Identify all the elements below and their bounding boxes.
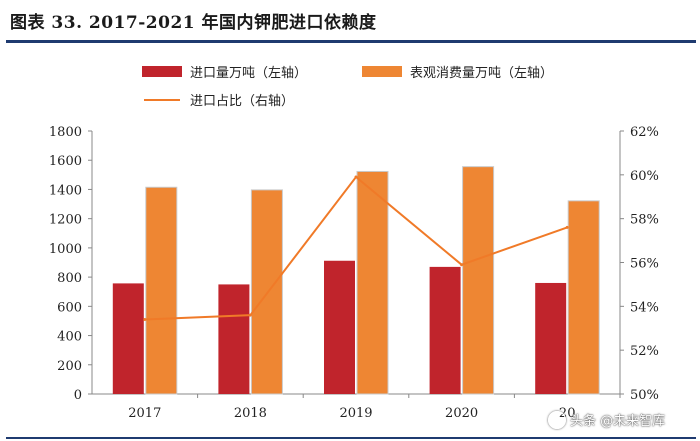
- left-axis-tick-label: 800: [57, 271, 82, 286]
- bar-import-volume-2018: [218, 284, 250, 394]
- right-axis-tick-label: 56%: [630, 257, 659, 272]
- legend-swatch-import-share: [144, 98, 180, 101]
- bar-import-volume-2019: [324, 260, 355, 394]
- legend-swatch-import-volume: [142, 66, 182, 77]
- watermark-logo-icon: [548, 410, 566, 429]
- legend-item-import-share: 进口占比（右轴）: [144, 90, 294, 109]
- x-axis-tick-label: 2019: [339, 406, 372, 421]
- left-axis-tick-label: 0: [74, 388, 82, 403]
- x-axis-tick-label: 2018: [234, 406, 267, 421]
- x-axis-tick-label: 2017: [128, 406, 161, 421]
- point-import-share-2020: [460, 263, 464, 267]
- point-import-share-2018: [248, 313, 252, 317]
- x-axis-tick-label: 2020: [445, 406, 478, 421]
- watermark-text: 头条 @未来智库: [570, 414, 666, 429]
- left-axis-tick-label: 400: [57, 330, 82, 345]
- watermark: 头条 @未来智库: [548, 410, 665, 429]
- page-title: 图表 33. 2017-2021 年国内钾肥进口依赖度: [10, 13, 377, 33]
- bar-import-volume-2020: [429, 266, 461, 394]
- left-axis-tick-label: 200: [57, 359, 82, 374]
- left-axis-tick-label: 600: [57, 300, 82, 315]
- bar-import-volume-2017: [112, 283, 144, 394]
- point-import-share-2021: [565, 225, 569, 229]
- right-axis-tick-label: 50%: [630, 388, 659, 403]
- title-rule: [6, 40, 696, 43]
- right-axis-tick-label: 62%: [630, 125, 659, 140]
- left-axis-tick-label: 1800: [49, 125, 82, 140]
- bar-apparent-consumption-2019: [356, 170, 389, 395]
- legend-item-apparent-consumption: 表观消费量万吨（左轴）: [362, 62, 553, 81]
- legend-swatch-apparent-consumption: [362, 66, 402, 77]
- legend-item-import-volume: 进口量万吨（左轴）: [142, 62, 307, 81]
- bar-apparent-consumption-2020: [462, 166, 495, 395]
- left-axis-tick-label: 1000: [49, 242, 82, 257]
- left-axis-tick-label: 1200: [49, 213, 82, 228]
- right-axis-tick-label: 58%: [630, 213, 659, 228]
- right-axis-tick-label: 54%: [630, 300, 659, 315]
- legend-label-import-volume: 进口量万吨（左轴）: [190, 66, 308, 81]
- legend-label-apparent-consumption: 表观消费量万吨（左轴）: [410, 66, 554, 81]
- left-axis-tick-label: 1600: [49, 154, 82, 169]
- bar-apparent-consumption-2017: [145, 186, 178, 395]
- bar-apparent-consumption-2021: [567, 200, 600, 395]
- point-import-share-2017: [143, 317, 147, 321]
- left-axis-tick-label: 1400: [49, 183, 82, 198]
- legend-label-import-share: 进口占比（右轴）: [190, 94, 295, 109]
- line-import-share: [144, 175, 568, 321]
- point-import-share-2019: [354, 175, 358, 179]
- right-axis-tick-label: 52%: [630, 344, 659, 359]
- bottom-rule: [6, 437, 696, 439]
- bar-import-volume-2021: [535, 282, 567, 394]
- right-axis-tick-label: 60%: [630, 169, 659, 184]
